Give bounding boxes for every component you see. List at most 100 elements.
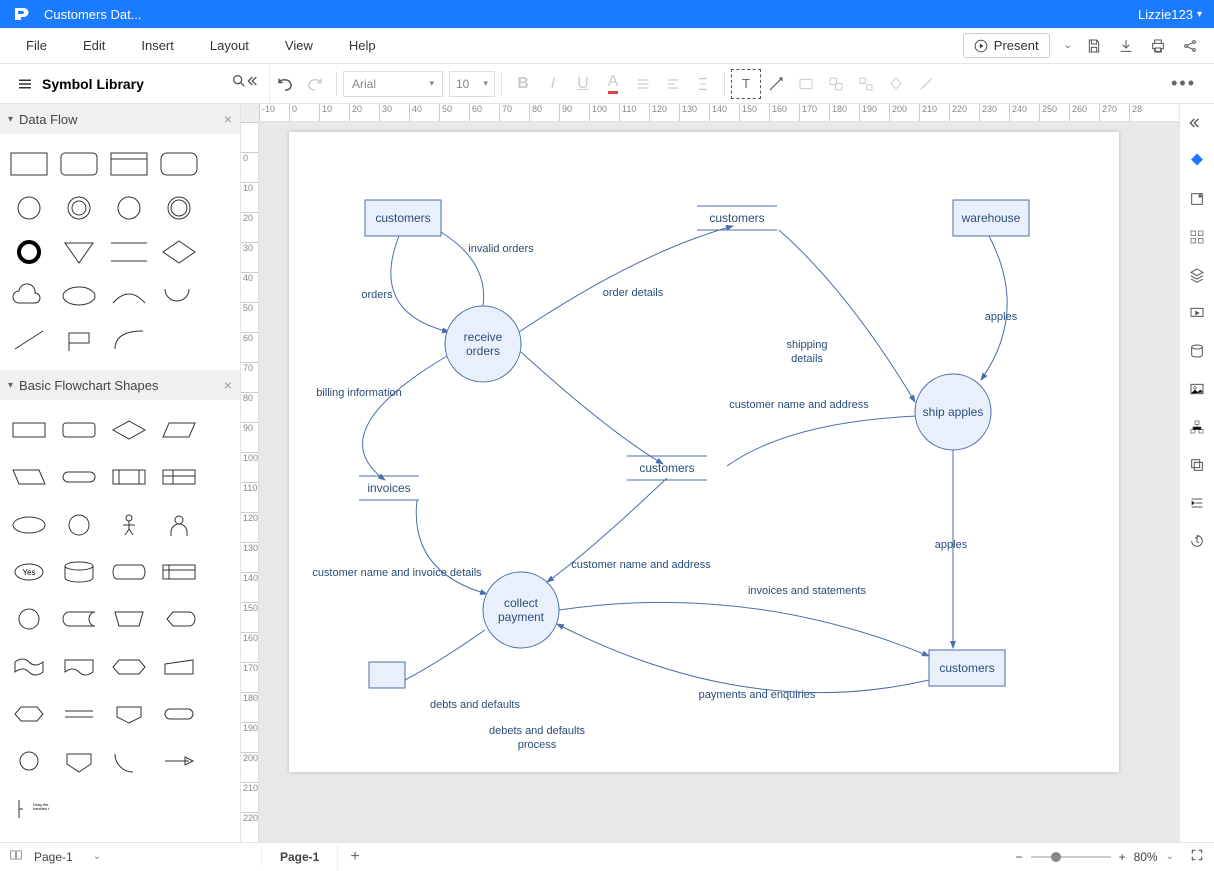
shape-display[interactable]	[156, 599, 202, 639]
redo-button[interactable]	[300, 69, 330, 99]
shape-user[interactable]	[156, 505, 202, 545]
export-icon[interactable]	[1186, 188, 1208, 210]
shape-diamond[interactable]	[156, 232, 202, 272]
shape-quarter[interactable]	[106, 741, 152, 781]
font-size-select[interactable]: 10▾	[449, 71, 495, 97]
shape-data2[interactable]	[6, 457, 52, 497]
slide-icon[interactable]	[1186, 302, 1208, 324]
shape-manual-in[interactable]	[156, 647, 202, 687]
canvas-scroll[interactable]: receiveordersship applescollectpaymentcu…	[259, 122, 1179, 842]
indent-icon[interactable]	[1186, 492, 1208, 514]
collapse-sidebar-icon[interactable]	[247, 73, 263, 94]
shape-open-rect[interactable]	[106, 232, 152, 272]
shape-internal-storage[interactable]	[156, 552, 202, 592]
toolbar-more[interactable]: •••	[1161, 73, 1206, 94]
shape-arrow[interactable]	[156, 741, 202, 781]
shape-line[interactable]	[6, 320, 52, 360]
shape-decision[interactable]	[106, 410, 152, 450]
shape-cloud[interactable]	[6, 276, 52, 316]
shape-thick-circle[interactable]	[6, 232, 52, 272]
menu-insert[interactable]: Insert	[123, 38, 192, 53]
italic-button[interactable]: I	[538, 69, 568, 99]
zoom-out-button[interactable]: −	[1016, 850, 1023, 864]
present-dropdown[interactable]: ⌄	[1058, 40, 1078, 51]
shape-annotation[interactable]: Drag the sidehandles to	[6, 789, 52, 829]
download-icon[interactable]	[1114, 34, 1138, 58]
group-basic-flowchart[interactable]: ▾ Basic Flowchart Shapes ×	[0, 370, 240, 400]
shape-offpage[interactable]	[106, 694, 152, 734]
shape-predef[interactable]	[106, 457, 152, 497]
org-icon[interactable]	[1186, 416, 1208, 438]
save-icon[interactable]	[1082, 34, 1106, 58]
share-icon[interactable]	[1178, 34, 1202, 58]
shape-stored[interactable]	[56, 599, 102, 639]
shape-circle[interactable]	[6, 188, 52, 228]
shape-internal[interactable]	[156, 457, 202, 497]
shape-lines[interactable]	[56, 694, 102, 734]
shape-tape[interactable]	[6, 647, 52, 687]
connector-button[interactable]	[761, 69, 791, 99]
menu-file[interactable]: File	[8, 38, 65, 53]
page-list-icon[interactable]	[8, 848, 24, 865]
close-group-icon[interactable]: ×	[224, 377, 232, 393]
shape-disk[interactable]	[106, 552, 152, 592]
shape-doc[interactable]	[56, 647, 102, 687]
menu-edit[interactable]: Edit	[65, 38, 123, 53]
diagram-page[interactable]: receiveordersship applescollectpaymentcu…	[289, 132, 1119, 772]
copy-icon[interactable]	[1186, 454, 1208, 476]
page-selector[interactable]: Page-1⌄	[34, 850, 101, 864]
group-data-flow[interactable]: ▾ Data Flow ×	[0, 104, 240, 134]
add-page-button[interactable]: +	[338, 848, 371, 866]
close-group-icon[interactable]: ×	[224, 111, 232, 127]
align-h-button[interactable]	[658, 69, 688, 99]
layers-icon[interactable]	[1186, 264, 1208, 286]
arrange-button[interactable]	[851, 69, 881, 99]
shape-terminator[interactable]	[56, 457, 102, 497]
shape-curve[interactable]	[106, 320, 152, 360]
shape-ellipse2[interactable]	[6, 505, 52, 545]
shape-hex[interactable]	[6, 694, 52, 734]
zoom-slider[interactable]	[1031, 856, 1111, 858]
bold-button[interactable]: B	[508, 69, 538, 99]
shape-triangle[interactable]	[56, 232, 102, 272]
shape-database[interactable]	[56, 552, 102, 592]
shape-rounded[interactable]	[56, 144, 102, 184]
shape-rect[interactable]	[6, 144, 52, 184]
zoom-in-button[interactable]: +	[1119, 850, 1126, 864]
shape-actor[interactable]	[106, 505, 152, 545]
container-button[interactable]	[821, 69, 851, 99]
shape-or[interactable]	[6, 599, 52, 639]
shape-db-ring[interactable]	[56, 188, 102, 228]
shape-card[interactable]	[106, 144, 152, 184]
fill-button[interactable]	[881, 69, 911, 99]
menu-layout[interactable]: Layout	[192, 38, 267, 53]
undo-button[interactable]	[270, 69, 300, 99]
print-icon[interactable]	[1146, 34, 1170, 58]
text-tool-button[interactable]: T	[731, 69, 761, 99]
underline-button[interactable]: U	[568, 69, 598, 99]
data-icon[interactable]	[1186, 340, 1208, 362]
image-button[interactable]	[791, 69, 821, 99]
shape-prep[interactable]	[106, 647, 152, 687]
shape-dbl-circle[interactable]	[156, 188, 202, 228]
image-icon[interactable]	[1186, 378, 1208, 400]
zoom-control[interactable]: − + 80% ⌄	[1006, 848, 1214, 865]
line-spacing-button[interactable]	[628, 69, 658, 99]
font-family-select[interactable]: Arial▾	[343, 71, 443, 97]
shape-rounded2[interactable]	[56, 410, 102, 450]
shape-shield[interactable]	[56, 741, 102, 781]
shape-data[interactable]	[156, 410, 202, 450]
shape-circ3[interactable]	[6, 741, 52, 781]
fullscreen-icon[interactable]	[1190, 848, 1204, 865]
align-v-button[interactable]	[688, 69, 718, 99]
shape-process[interactable]	[6, 410, 52, 450]
history-icon[interactable]	[1186, 530, 1208, 552]
page-tab[interactable]: Page-1	[262, 843, 338, 871]
search-icon[interactable]	[231, 73, 247, 94]
grid-icon[interactable]	[1186, 226, 1208, 248]
shape-arc[interactable]	[106, 276, 152, 316]
shape-tab[interactable]	[156, 144, 202, 184]
shape-semi[interactable]	[156, 276, 202, 316]
present-button[interactable]: Present	[963, 33, 1050, 58]
shape-connector[interactable]	[56, 505, 102, 545]
